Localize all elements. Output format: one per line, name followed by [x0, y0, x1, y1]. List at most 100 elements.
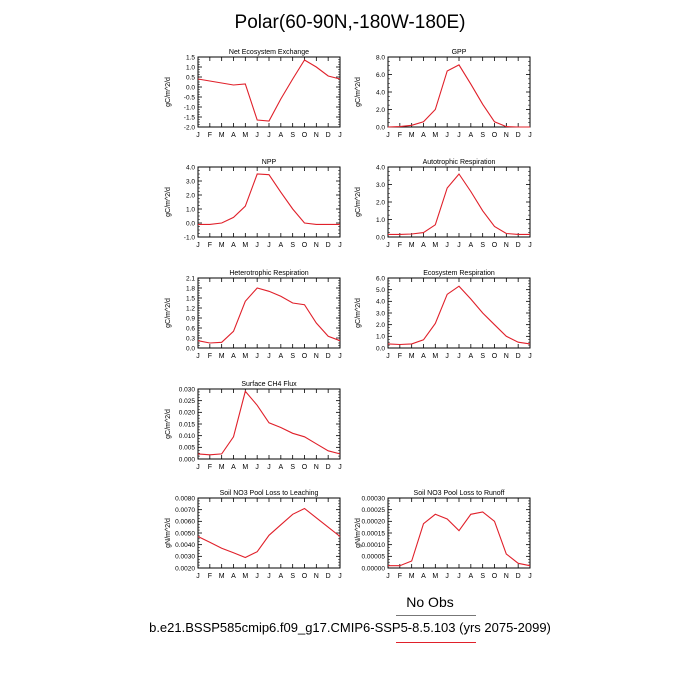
y-tick-label: 2.0 — [376, 322, 385, 329]
y-tick-label: 0.3 — [186, 335, 195, 342]
x-tick-label: D — [326, 353, 331, 360]
x-tick-label: J — [338, 464, 342, 471]
y-tick-label: 0.0 — [376, 234, 385, 241]
x-tick-label: J — [528, 573, 532, 580]
x-tick-label: M — [219, 132, 225, 139]
x-tick-label: N — [504, 242, 509, 249]
x-tick-label: S — [480, 573, 485, 580]
x-tick-label: D — [516, 132, 521, 139]
x-tick-label: A — [468, 132, 473, 139]
x-tick-label: A — [231, 132, 236, 139]
y-tick-label: 0.0050 — [175, 530, 195, 537]
x-tick-label: D — [326, 132, 331, 139]
x-tick-label: J — [386, 242, 390, 249]
y-tick-label: 0.0 — [376, 345, 385, 352]
x-tick-label: A — [278, 353, 283, 360]
y-tick-label: 3.0 — [376, 310, 385, 317]
x-tick-label: M — [409, 242, 415, 249]
x-tick-label: F — [208, 132, 212, 139]
y-tick-label: 0.00000 — [362, 565, 386, 572]
x-tick-label: S — [290, 353, 295, 360]
x-tick-label: M — [219, 353, 225, 360]
y-tick-label: 0.9 — [186, 315, 195, 322]
x-tick-label: J — [267, 353, 271, 360]
y-axis-label: gN/m^2/d — [355, 518, 362, 548]
x-tick-label: J — [196, 132, 200, 139]
y-tick-label: 0.0040 — [175, 542, 195, 549]
x-tick-label: N — [504, 132, 509, 139]
y-tick-label: 8.0 — [376, 54, 385, 61]
panel-title: GPP — [452, 49, 467, 56]
y-tick-label: 0.015 — [179, 421, 196, 428]
y-tick-label: 4.0 — [186, 164, 195, 171]
x-tick-label: N — [314, 242, 319, 249]
panel-title: Ecosystem Respiration — [423, 270, 495, 277]
y-tick-label: 0.020 — [179, 410, 196, 417]
plot-frame — [387, 497, 531, 569]
y-axis-label: gC/m^2/d — [165, 77, 172, 107]
x-tick-label: J — [196, 464, 200, 471]
y-tick-label: 6.0 — [376, 72, 385, 79]
y-tick-label: 4.0 — [376, 164, 385, 171]
y-tick-label: 0.010 — [179, 433, 196, 440]
y-tick-label: 0.000 — [179, 456, 196, 463]
x-tick-label: J — [267, 464, 271, 471]
x-tick-label: S — [290, 132, 295, 139]
y-axis-label: gC/m^2/d — [355, 187, 362, 217]
series-line — [197, 390, 341, 456]
x-tick-label: M — [219, 242, 225, 249]
x-tick-label: M — [242, 464, 248, 471]
panel-3: Autotrophic Respiration gC/m^2/d 4.0 3.0 2.0… — [355, 159, 532, 249]
x-tick-label: S — [480, 353, 485, 360]
y-tick-label: -1.0 — [184, 104, 196, 111]
y-tick-label: 0.00025 — [362, 507, 386, 514]
y-tick-label: 0.0020 — [175, 565, 195, 572]
y-tick-label: 0.0080 — [175, 495, 195, 502]
panel-title: Heterotrophic Respiration — [229, 270, 308, 277]
x-tick-label: J — [255, 132, 259, 139]
x-tick-label: J — [255, 464, 259, 471]
x-tick-label: A — [231, 464, 236, 471]
x-tick-label: M — [242, 353, 248, 360]
plot-frame — [197, 277, 341, 349]
x-tick-label: O — [492, 242, 498, 249]
x-tick-label: J — [457, 132, 461, 139]
panel-title: Surface CH4 Flux — [241, 381, 297, 388]
series-line — [197, 507, 341, 559]
x-tick-label: S — [480, 242, 485, 249]
x-tick-label: M — [219, 573, 225, 580]
x-tick-label: O — [302, 573, 308, 580]
series-line — [387, 285, 531, 346]
x-tick-label: J — [255, 353, 259, 360]
y-tick-label: 2.0 — [376, 107, 385, 114]
x-tick-label: N — [314, 573, 319, 580]
x-tick-label: F — [398, 242, 402, 249]
x-tick-label: F — [398, 132, 402, 139]
x-tick-label: D — [516, 242, 521, 249]
x-tick-label: J — [267, 242, 271, 249]
panel-7: Soil NO3 Pool Loss to LeachinggN/m^2/d0.… — [165, 490, 342, 580]
x-tick-label: J — [196, 242, 200, 249]
panel-title: Soil NO3 Pool Loss to Runoff — [414, 490, 505, 497]
x-tick-label: O — [492, 132, 498, 139]
y-tick-label: 1.0 — [186, 206, 195, 213]
x-tick-label: J — [528, 132, 532, 139]
x-tick-label: F — [398, 353, 402, 360]
plot-frame — [197, 388, 341, 460]
series-line — [388, 173, 530, 235]
y-tick-label: 2.1 — [186, 275, 195, 282]
x-tick-label: J — [528, 353, 532, 360]
x-tick-label: S — [480, 132, 485, 139]
x-tick-label: S — [290, 464, 295, 471]
x-tick-label: D — [326, 464, 331, 471]
x-tick-label: D — [516, 353, 521, 360]
x-tick-label: J — [196, 573, 200, 580]
x-tick-label: M — [432, 242, 438, 249]
x-tick-label: N — [314, 464, 319, 471]
y-tick-label: 6.0 — [376, 275, 385, 282]
x-tick-label: J — [267, 573, 271, 580]
x-tick-label: A — [468, 242, 473, 249]
